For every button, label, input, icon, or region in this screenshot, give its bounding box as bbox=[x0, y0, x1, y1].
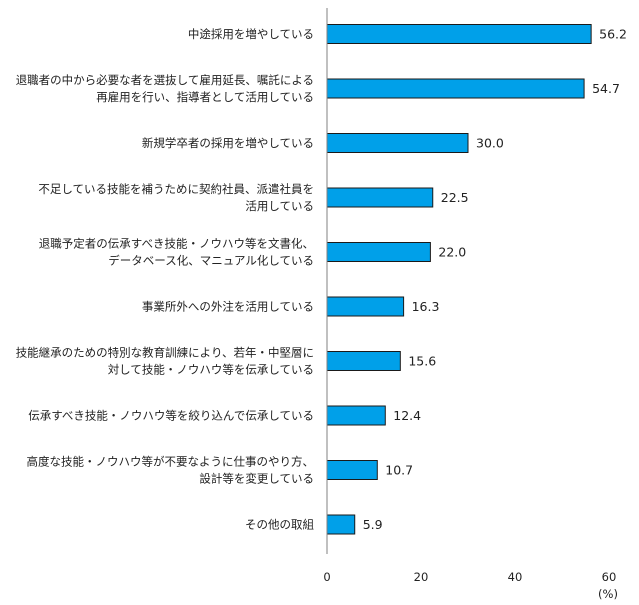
value-label-8: 12.4 bbox=[393, 408, 421, 423]
bar-8 bbox=[326, 405, 386, 426]
x-axis-ticks-group: 0 20 40 60 bbox=[323, 570, 616, 584]
x-tick-label-20: 20 bbox=[414, 570, 429, 584]
bar-4 bbox=[326, 187, 434, 208]
bar-5 bbox=[326, 242, 431, 262]
value-label-4: 22.5 bbox=[441, 190, 469, 205]
bar-10 bbox=[326, 514, 356, 535]
category-label-5-line-2: データベース化、マニュアル化している bbox=[108, 254, 314, 268]
category-label-10-line-1: その他の取組 bbox=[245, 518, 314, 532]
category-label-1-line-1: 中途採用を増やしている bbox=[188, 27, 314, 41]
value-label-7: 15.6 bbox=[408, 354, 436, 369]
category-label-5-line-1: 退職予定者の伝承すべき技能・ノウハウ等を文書化、 bbox=[39, 237, 314, 251]
x-axis-unit-label: (%) bbox=[598, 587, 618, 601]
category-label-2-line-1: 退職者の中から必要な者を選抜して雇用延長、嘱託による bbox=[16, 73, 314, 87]
category-label-4-line-1: 不足している技能を補うために契約社員、派遣社員を bbox=[38, 182, 314, 196]
category-label-8-line-1: 伝承すべき技能・ノウハウ等を絞り込んで伝承している bbox=[28, 409, 314, 423]
value-label-9: 10.7 bbox=[385, 463, 413, 478]
bar-3 bbox=[326, 133, 469, 153]
bars-group bbox=[326, 24, 592, 535]
bar-1 bbox=[326, 24, 592, 44]
bar-7 bbox=[326, 351, 401, 371]
category-label-9-line-1: 高度な技能・ノウハウ等が不要なように仕事のやり方、 bbox=[27, 455, 315, 469]
value-label-1: 56.2 bbox=[599, 27, 627, 42]
x-tick-label-40: 40 bbox=[508, 570, 523, 584]
category-label-2-line-2: 再雇用を行い、指導者として活用している bbox=[96, 90, 314, 104]
bar-2 bbox=[326, 78, 585, 99]
x-tick-label-60: 60 bbox=[602, 570, 617, 584]
value-label-6: 16.3 bbox=[412, 299, 440, 314]
category-label-7-line-2: 対して技能・ノウハウ等を伝承している bbox=[108, 363, 314, 377]
value-label-2: 54.7 bbox=[592, 81, 620, 96]
value-label-5: 22.0 bbox=[438, 245, 466, 260]
category-label-6-line-1: 事業所外への外注を活用している bbox=[142, 300, 314, 314]
x-tick-label-0: 0 bbox=[323, 570, 330, 584]
category-label-4-line-2: 活用している bbox=[245, 199, 314, 213]
category-label-7-line-1: 技能継承のための特別な教育訓練により、若年・中堅層に bbox=[16, 346, 314, 360]
value-labels-group: 56.2 54.7 30.0 22.5 22.0 16.3 15.6 12.4 10.7 5.9 bbox=[363, 27, 627, 533]
value-label-10: 5.9 bbox=[363, 517, 383, 532]
category-label-9-line-2: 設計等を変更している bbox=[199, 472, 314, 486]
category-labels-group: 中途採用を増やしている退職者の中から必要な者を選抜して雇用延長、嘱託による再雇用… bbox=[16, 27, 315, 532]
bar-9 bbox=[326, 460, 378, 480]
value-label-3: 30.0 bbox=[476, 136, 504, 151]
bar-6 bbox=[326, 296, 405, 317]
category-label-3-line-1: 新規学卒者の採用を増やしている bbox=[142, 136, 314, 150]
